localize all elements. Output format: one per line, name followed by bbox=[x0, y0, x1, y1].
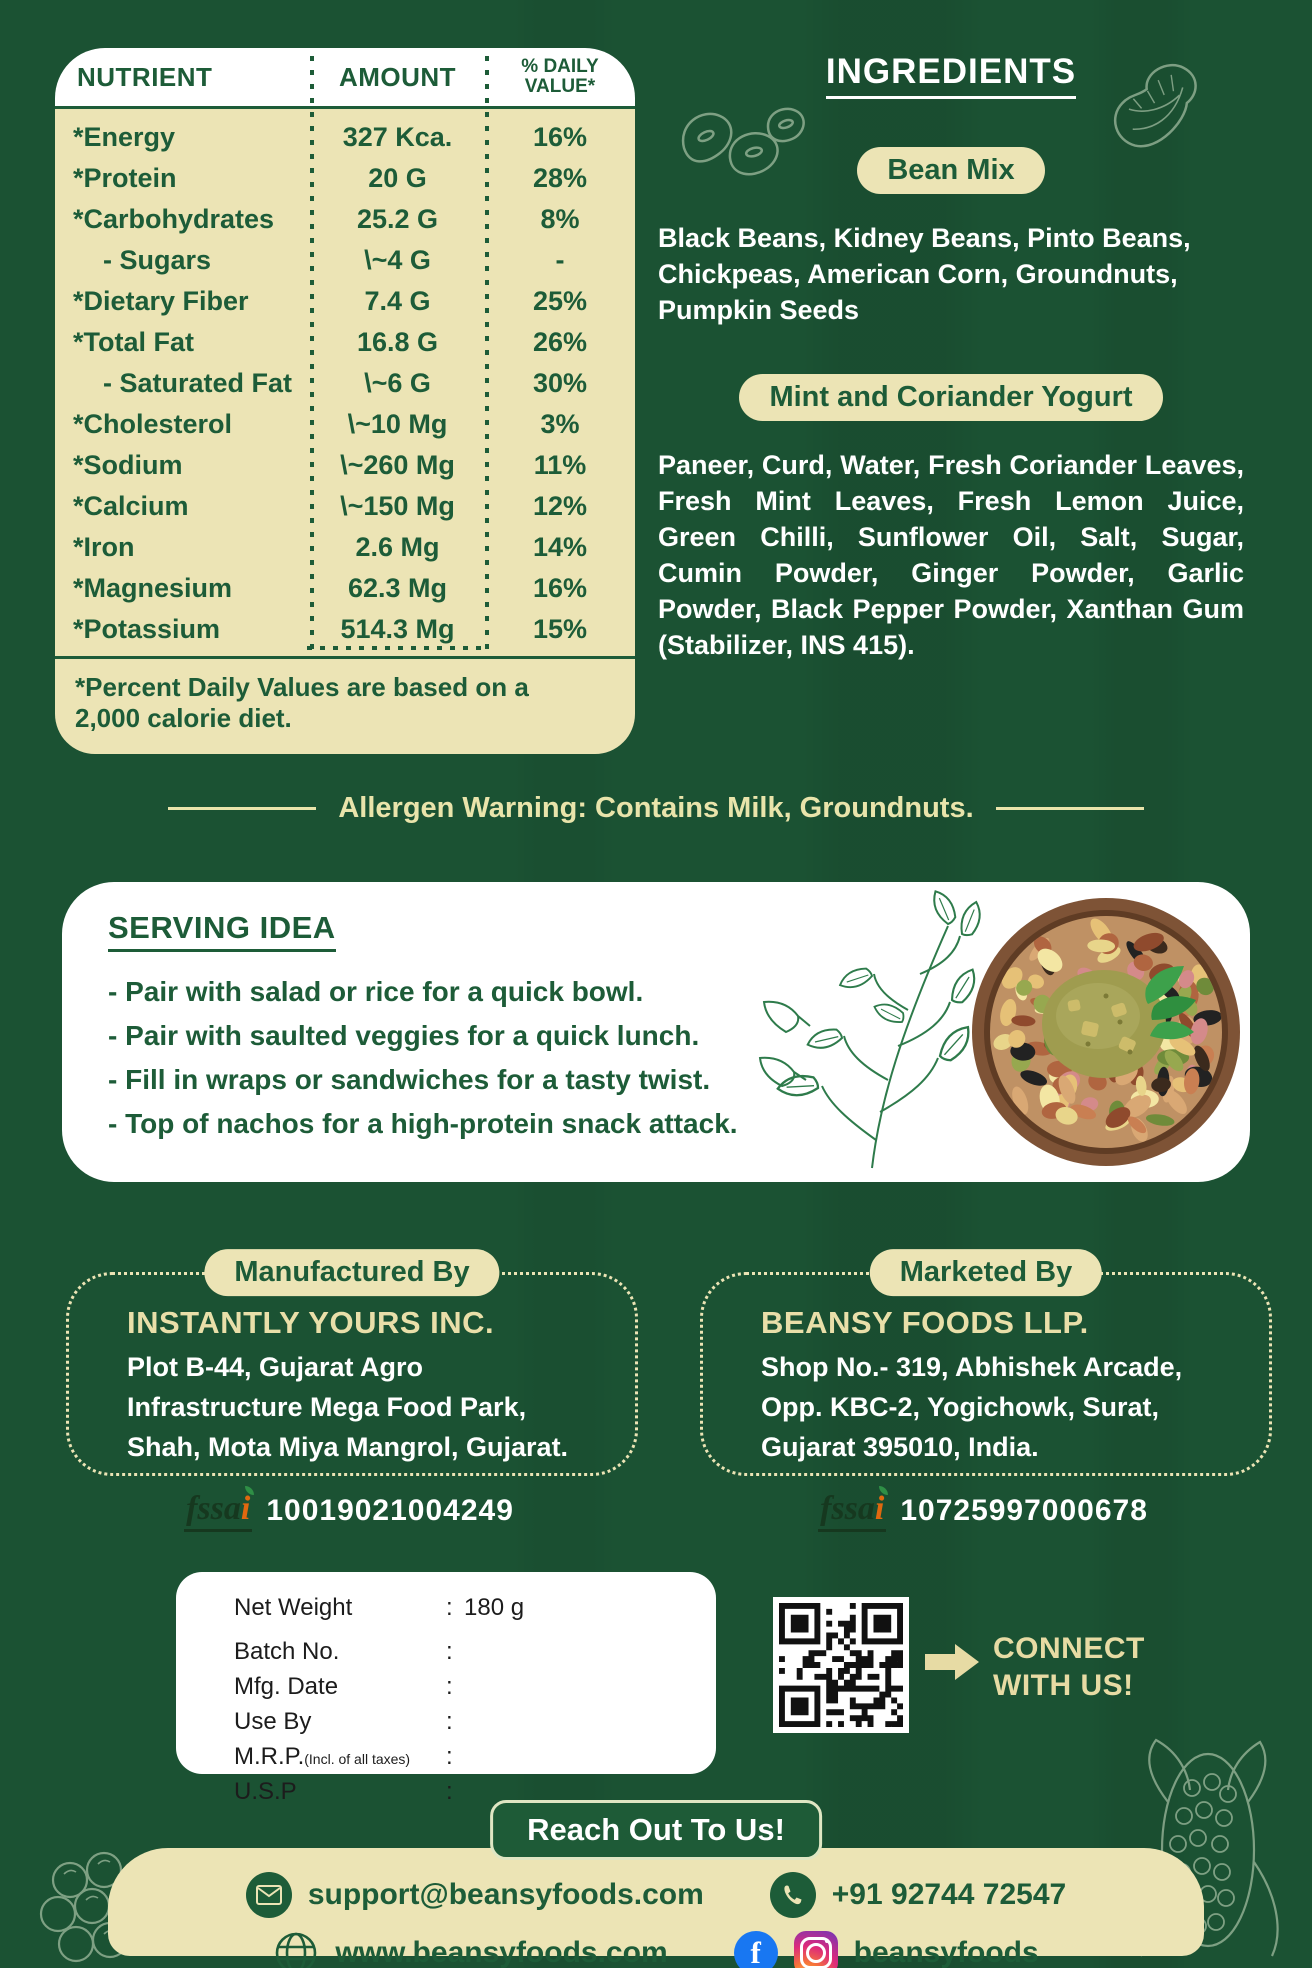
marketer-fssai-license: fssai 10725997000678 bbox=[700, 1486, 1266, 1532]
bean-mix-pill: Bean Mix bbox=[857, 147, 1045, 194]
manufacturer-address-line: Infrastructure Mega Food Park, bbox=[127, 1392, 527, 1422]
reach-out-pill: Reach Out To Us! bbox=[490, 1800, 822, 1860]
allergen-warning: Allergen Warning: Contains Milk, Groundn… bbox=[0, 792, 1312, 825]
fssai-logo: fssai bbox=[818, 1486, 889, 1532]
product-info-box: Net Weight : 180 g Batch No. : Mfg. Date… bbox=[176, 1572, 716, 1805]
manufacturer-name: INSTANTLY YOURS INC. bbox=[127, 1305, 495, 1340]
contact-row: www.beansyfoods.com f beansyfoods bbox=[108, 1930, 1204, 1968]
mrp-label: M.R.P.(Incl. of all taxes) bbox=[234, 1743, 411, 1770]
daily-value-footnote: *Percent Daily Values are based on a 2,0… bbox=[55, 656, 635, 754]
contact-panel: support@beansyfoods.com +91 92744 72547 … bbox=[108, 1848, 1204, 1968]
marketer-address-line: Opp. KBC-2, Yogichowk, Surat, bbox=[761, 1392, 1160, 1422]
connect-with-us-text: CONNECT WITH US! bbox=[993, 1632, 1145, 1702]
peanut-sketch-icon bbox=[1113, 63, 1197, 148]
net-weight-label: Net Weight bbox=[234, 1594, 353, 1621]
table-column-divider bbox=[485, 56, 489, 656]
serving-idea-item: - Pair with saulted veggies for a quick … bbox=[108, 1020, 700, 1051]
facebook-icon: f bbox=[733, 1931, 778, 1968]
fssai-license-number: 10019021004249 bbox=[266, 1494, 514, 1527]
instagram-icon bbox=[793, 1931, 838, 1968]
serving-idea-item: - Top of nachos for a high-protein snack… bbox=[108, 1108, 738, 1139]
divider-line bbox=[168, 807, 317, 810]
nutrition-row: *Potassium 514.3 Mg 15% bbox=[73, 614, 588, 644]
batch-no-label: Batch No. bbox=[234, 1638, 340, 1665]
fssai-leaf-icon bbox=[245, 1486, 255, 1495]
marketer-address-line: Gujarat 395010, India. bbox=[761, 1432, 1039, 1462]
nutrition-row: *Protein 20 G 28% bbox=[73, 163, 588, 193]
beans-sketch-icon bbox=[681, 107, 805, 176]
coriander-sprig-icon bbox=[758, 890, 992, 1169]
nutrition-row: *Dietary Fiber 7.4 G 25% bbox=[73, 286, 588, 316]
contact-row: support@beansyfoods.com +91 92744 72547 bbox=[108, 1872, 1204, 1918]
support-email: support@beansyfoods.com bbox=[307, 1878, 704, 1911]
nutrition-row: - Saturated Fat \~6 G 30% bbox=[103, 368, 588, 398]
nutrition-row: *Energy 327 Kca. 16% bbox=[73, 122, 588, 152]
nutrition-table-header: NUTRIENT AMOUNT % DAILY VALUE* bbox=[55, 48, 635, 106]
manufacturer-address-line: Shah, Mota Miya Mangrol, Gujarat. bbox=[127, 1432, 569, 1462]
phone-number: +91 92744 72547 bbox=[831, 1878, 1067, 1911]
phone-icon bbox=[769, 1872, 816, 1918]
ingredients-section: INGREDIENTS Bean Mix Black Beans, Kidney… bbox=[658, 52, 1244, 663]
product-info-row: U.S.P : bbox=[234, 1778, 453, 1805]
nutrition-row: *Carbohydrates 25.2 G 8% bbox=[73, 204, 580, 234]
globe-icon bbox=[276, 1932, 317, 1968]
manufactured-by-pill: Manufactured By bbox=[204, 1249, 500, 1297]
usp-label: U.S.P bbox=[234, 1778, 297, 1805]
table-row-divider bbox=[307, 646, 487, 650]
nutrition-table-body: *Energy 327 Kca. 16% *Protein 20 G 28% *Carb… bbox=[55, 106, 635, 656]
product-info-row: Mfg. Date : bbox=[234, 1673, 453, 1700]
product-info-row: Use By : bbox=[234, 1708, 453, 1735]
yogurt-pill: Mint and Coriander Yogurt bbox=[739, 374, 1163, 421]
bean-bowl-photo bbox=[972, 898, 1240, 1166]
envelope-icon bbox=[245, 1872, 292, 1918]
fssai-license-number: 10725997000678 bbox=[900, 1494, 1148, 1527]
nutrition-row: *Sodium \~260 Mg 11% bbox=[73, 450, 587, 480]
column-header-amount: AMOUNT bbox=[338, 61, 457, 92]
nutrition-row: *Magnesium 62.3 Mg 16% bbox=[73, 573, 588, 603]
net-weight-value: 180 g bbox=[464, 1594, 525, 1621]
manufacturer-fssai-license: fssai 10019021004249 bbox=[66, 1486, 632, 1532]
mrp-note: (Incl. of all taxes) bbox=[304, 1751, 411, 1767]
fssai-logo: fssai bbox=[184, 1486, 255, 1532]
column-header-nutrient: NUTRIENT bbox=[77, 61, 213, 92]
mfg-date-label: Mfg. Date bbox=[234, 1673, 339, 1700]
mint-leaf-icon bbox=[1145, 966, 1196, 1040]
bean-mix-ingredients: Black Beans, Kidney Beans, Pinto Beans, … bbox=[658, 223, 1191, 325]
nutrition-row: *Iron 2.6 Mg 14% bbox=[73, 532, 588, 562]
nutrition-row: *Cholesterol \~10 Mg 3% bbox=[73, 409, 580, 439]
nutrition-row: *Total Fat 16.8 G 26% bbox=[73, 327, 588, 357]
manufacturer-address-line: Plot B-44, Gujarat Agro bbox=[127, 1352, 424, 1382]
allergen-warning-text: Allergen Warning: Contains Milk, Groundn… bbox=[338, 792, 974, 824]
product-info-row: Batch No. : bbox=[234, 1638, 453, 1665]
product-info-row: Net Weight : 180 g bbox=[234, 1594, 716, 1622]
arrow-right-icon bbox=[925, 1644, 979, 1680]
qr-code-image bbox=[779, 1603, 903, 1727]
table-column-divider bbox=[310, 56, 314, 656]
serving-idea-item: - Pair with salad or rice for a quick bo… bbox=[108, 976, 644, 1007]
ingredients-title: INGREDIENTS bbox=[825, 52, 1077, 99]
use-by-label: Use By bbox=[234, 1708, 312, 1735]
serving-idea-title: SERVING IDEA bbox=[108, 910, 336, 952]
marketer-address-line: Shop No.- 319, Abhishek Arcade, bbox=[761, 1352, 1183, 1382]
nutrition-row: *Calcium \~150 Mg 12% bbox=[73, 491, 588, 521]
serving-idea-item: - Fill in wraps or sandwiches for a tast… bbox=[108, 1064, 711, 1095]
nutrition-row: - Sugars \~4 G- bbox=[103, 245, 565, 275]
serving-idea-list: - Pair with salad or rice for a quick bo… bbox=[108, 970, 738, 1146]
yogurt-ingredients: Paneer, Curd, Water, Fresh Coriander Lea… bbox=[658, 450, 1244, 660]
marketed-by-pill: Marketed By bbox=[869, 1249, 1103, 1297]
website-url: www.beansyfoods.com bbox=[335, 1936, 668, 1968]
serving-idea-panel: SERVING IDEA - Pair with salad or rice f… bbox=[62, 882, 1250, 1182]
column-header-daily-value: % DAILY VALUE* bbox=[521, 56, 599, 97]
nutrition-facts-table: NUTRIENT AMOUNT % DAILY VALUE* *Energy 32… bbox=[55, 48, 635, 754]
fssai-leaf-icon bbox=[879, 1486, 889, 1495]
marketer-name: BEANSY FOODS LLP. bbox=[761, 1305, 1089, 1340]
product-info-row: M.R.P.(Incl. of all taxes) : bbox=[234, 1743, 453, 1770]
social-handle: beansyfoods bbox=[853, 1936, 1039, 1968]
divider-line bbox=[995, 807, 1144, 810]
marketed-by-box: Marketed By BEANSY FOODS LLP. Shop No.- … bbox=[700, 1249, 1272, 1476]
manufactured-by-box: Manufactured By INSTANTLY YOURS INC. Plo… bbox=[66, 1249, 638, 1476]
qr-code bbox=[773, 1597, 909, 1733]
